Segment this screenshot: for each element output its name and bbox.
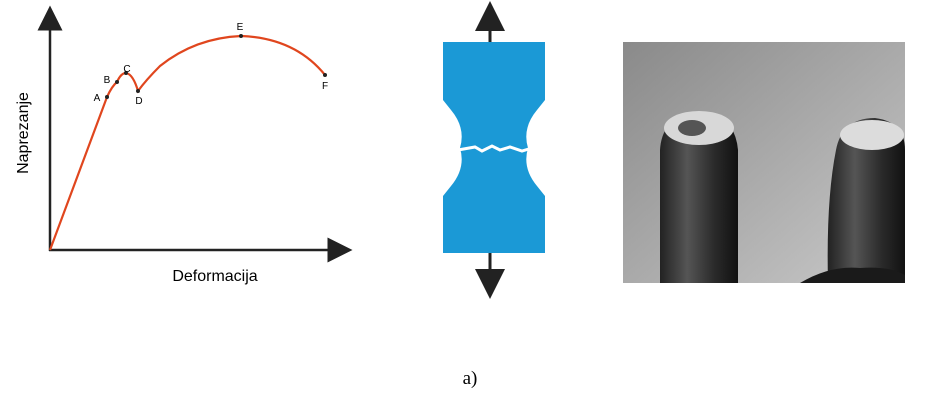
point-label: F <box>322 81 328 92</box>
curve <box>48 34 326 251</box>
caption: a) <box>463 368 478 389</box>
point-label: C <box>123 64 130 75</box>
point-label: B <box>104 75 111 86</box>
point-label: A <box>94 93 101 104</box>
point-label: D <box>135 96 142 107</box>
specimen <box>443 1 545 299</box>
curve-points <box>105 34 327 99</box>
y-axis-label: Naprezanje <box>15 92 32 174</box>
point-label: E <box>237 22 244 33</box>
fracture-photo <box>623 42 905 283</box>
stress-strain-diagram: A B C D E F Naprezanje Deformacija <box>15 5 353 285</box>
x-axis-label: Deformacija <box>172 268 257 285</box>
